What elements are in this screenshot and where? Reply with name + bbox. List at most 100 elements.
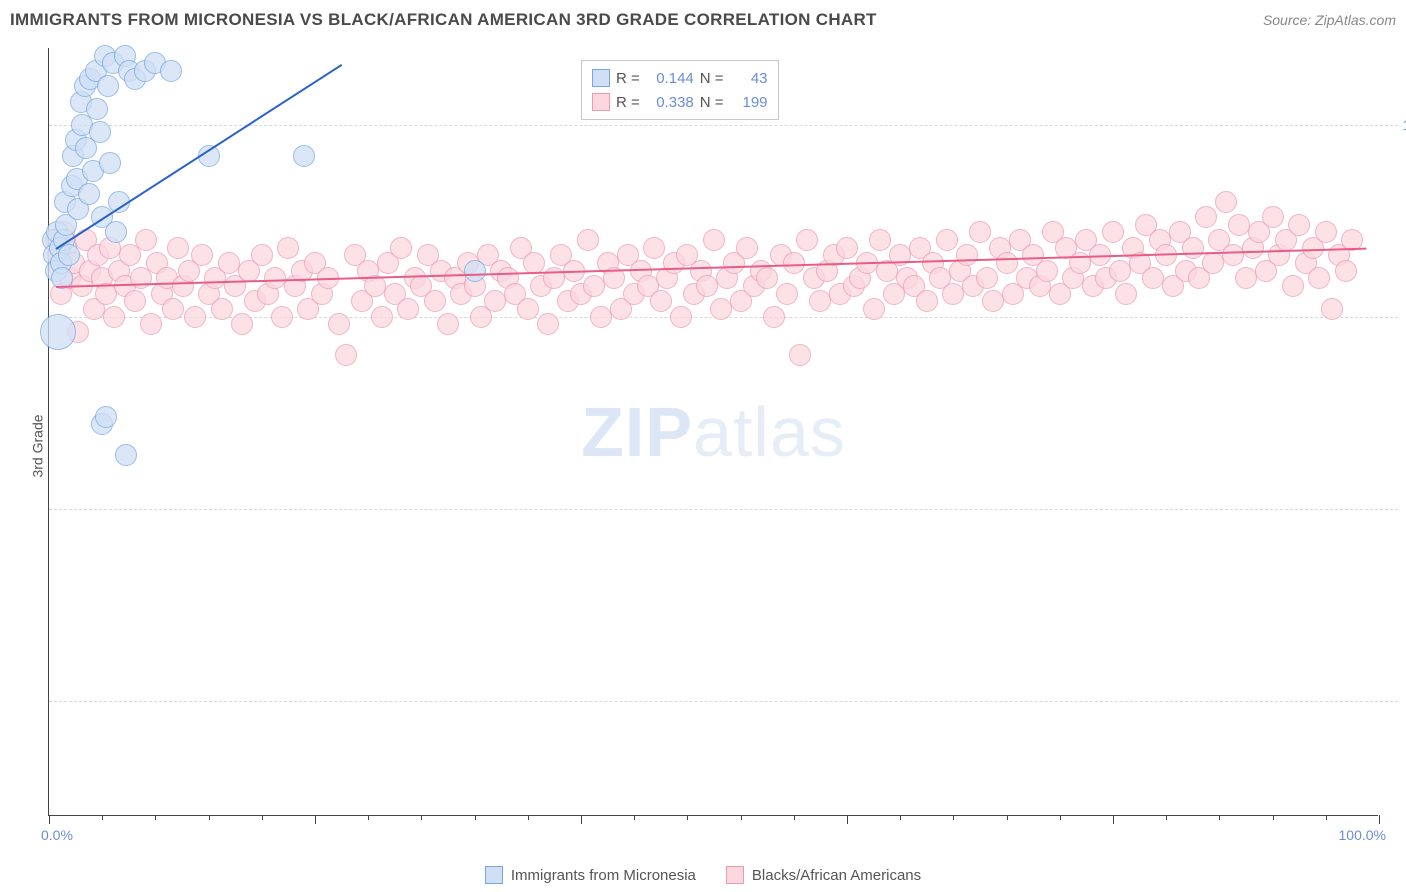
correlation-legend: R =0.144N =43R =0.338N =199 bbox=[581, 60, 779, 120]
data-point-black bbox=[523, 252, 545, 274]
data-point-micronesia bbox=[160, 60, 182, 82]
x-tick bbox=[49, 815, 50, 824]
data-point-black bbox=[583, 275, 605, 297]
data-point-black bbox=[335, 344, 357, 366]
data-point-black bbox=[869, 229, 891, 251]
data-point-black bbox=[996, 252, 1018, 274]
data-point-black bbox=[936, 229, 958, 251]
x-tick bbox=[1273, 815, 1274, 820]
x-tick bbox=[581, 815, 582, 824]
data-point-black bbox=[1282, 275, 1304, 297]
legend-swatch-micronesia bbox=[485, 866, 503, 884]
x-tick bbox=[900, 815, 901, 820]
data-point-micronesia bbox=[78, 183, 100, 205]
data-point-black bbox=[982, 290, 1004, 312]
x-tick bbox=[102, 815, 103, 820]
y-tick-label: 92.5% bbox=[1390, 693, 1406, 709]
data-point-black bbox=[124, 290, 146, 312]
gridline-h bbox=[49, 509, 1398, 510]
data-point-black bbox=[956, 244, 978, 266]
data-point-black bbox=[710, 298, 732, 320]
data-point-black bbox=[211, 298, 233, 320]
r-value: 0.338 bbox=[646, 94, 694, 111]
data-point-black bbox=[836, 237, 858, 259]
data-point-black bbox=[1215, 191, 1237, 213]
n-value: 199 bbox=[730, 94, 768, 111]
correlation-row-black: R =0.338N =199 bbox=[592, 90, 768, 114]
data-point-black bbox=[942, 283, 964, 305]
data-point-black bbox=[103, 306, 125, 328]
x-tick bbox=[1060, 815, 1061, 820]
correlation-swatch bbox=[592, 69, 610, 87]
data-point-black bbox=[643, 237, 665, 259]
data-point-black bbox=[191, 244, 213, 266]
data-point-black bbox=[1262, 206, 1284, 228]
data-point-black bbox=[650, 290, 672, 312]
data-point-black bbox=[1315, 221, 1337, 243]
data-point-black bbox=[218, 252, 240, 274]
y-tick-label: 100.0% bbox=[1390, 117, 1406, 133]
data-point-black bbox=[1222, 244, 1244, 266]
data-point-black bbox=[231, 313, 253, 335]
data-point-black bbox=[397, 298, 419, 320]
data-point-black bbox=[251, 244, 273, 266]
data-point-black bbox=[484, 290, 506, 312]
legend-bottom: Immigrants from Micronesia Blacks/Africa… bbox=[0, 866, 1406, 884]
data-point-micronesia bbox=[99, 152, 121, 174]
data-point-black bbox=[1036, 260, 1058, 282]
data-point-black bbox=[390, 237, 412, 259]
data-point-micronesia bbox=[95, 406, 117, 428]
data-point-black bbox=[670, 306, 692, 328]
data-point-black bbox=[703, 229, 725, 251]
x-tick bbox=[794, 815, 795, 820]
x-tick bbox=[741, 815, 742, 820]
data-point-black bbox=[1288, 214, 1310, 236]
data-point-black bbox=[140, 313, 162, 335]
data-point-black bbox=[809, 290, 831, 312]
data-point-black bbox=[371, 306, 393, 328]
x-tick bbox=[421, 815, 422, 820]
x-tick bbox=[1379, 815, 1380, 824]
data-point-black bbox=[437, 313, 459, 335]
watermark: ZIPatlas bbox=[581, 392, 846, 472]
x-tick bbox=[687, 815, 688, 820]
source-name: ZipAtlas.com bbox=[1315, 12, 1396, 28]
x-axis-min-label: 0.0% bbox=[41, 827, 73, 843]
data-point-black bbox=[1102, 221, 1124, 243]
r-value: 0.144 bbox=[646, 70, 694, 87]
x-tick bbox=[262, 815, 263, 820]
data-point-black bbox=[1228, 214, 1250, 236]
data-point-black bbox=[162, 298, 184, 320]
data-point-black bbox=[277, 237, 299, 259]
data-point-black bbox=[167, 237, 189, 259]
data-point-black bbox=[789, 344, 811, 366]
x-tick bbox=[1219, 815, 1220, 820]
x-tick bbox=[953, 815, 954, 820]
x-tick bbox=[368, 815, 369, 820]
data-point-micronesia bbox=[464, 260, 486, 282]
data-point-black bbox=[1182, 237, 1204, 259]
x-tick bbox=[1007, 815, 1008, 820]
data-point-micronesia bbox=[86, 98, 108, 120]
legend-swatch-black bbox=[726, 866, 744, 884]
n-label: N = bbox=[700, 94, 724, 111]
x-tick bbox=[1326, 815, 1327, 820]
data-point-micronesia bbox=[58, 244, 80, 266]
source-prefix: Source: bbox=[1263, 12, 1315, 28]
x-tick bbox=[1166, 815, 1167, 820]
data-point-black bbox=[271, 306, 293, 328]
x-tick bbox=[528, 815, 529, 820]
correlation-swatch bbox=[592, 93, 610, 111]
data-point-black bbox=[135, 229, 157, 251]
x-tick bbox=[315, 815, 316, 824]
data-point-black bbox=[763, 306, 785, 328]
y-axis-label: 3rd Grade bbox=[30, 414, 46, 477]
correlation-row-micronesia: R =0.144N =43 bbox=[592, 66, 768, 90]
data-point-black bbox=[969, 221, 991, 243]
data-point-black bbox=[1115, 283, 1137, 305]
data-point-black bbox=[776, 283, 798, 305]
data-point-black bbox=[1235, 267, 1257, 289]
chart-title: IMMIGRANTS FROM MICRONESIA VS BLACK/AFRI… bbox=[10, 10, 877, 30]
x-tick bbox=[475, 815, 476, 820]
r-label: R = bbox=[616, 70, 640, 87]
